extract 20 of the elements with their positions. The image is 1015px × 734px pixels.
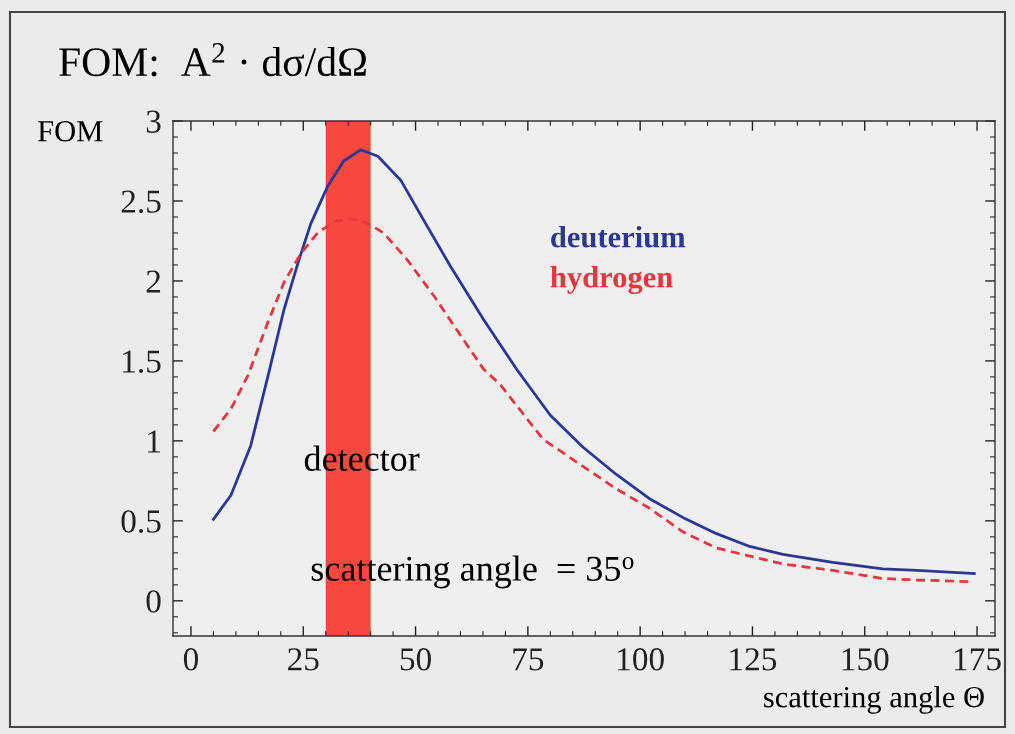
y-axis-title: FOM: [38, 120, 103, 142]
x-axis-title: scattering angle Θ: [764, 685, 984, 714]
x-tick-label: 50: [400, 648, 431, 671]
x-tick-label: 175: [954, 648, 1001, 671]
y-tick-label: 3: [146, 110, 161, 133]
x-tick-label: 150: [842, 648, 889, 671]
text: hydrogen: [550, 266, 673, 294]
y-tick-label: 0.5: [121, 510, 161, 533]
x-tick-label: 0: [183, 648, 199, 671]
text: deuterium: [551, 225, 686, 248]
x-tick-label: 100: [618, 648, 664, 671]
y-tick-label: 2.5: [121, 190, 161, 214]
x-tick-label: 75: [513, 648, 544, 671]
y-tick-label: 2: [146, 270, 161, 293]
y-tick-label: 1.5: [123, 350, 161, 373]
chart-title: FOM: A$^{2}$ · dσ/dΩ: [59, 43, 366, 77]
x-tick-label: 25: [288, 648, 319, 671]
y-tick-label: 1: [148, 430, 160, 453]
y-tick-label: 0: [146, 590, 161, 613]
x-tick-label: 125: [730, 648, 777, 671]
